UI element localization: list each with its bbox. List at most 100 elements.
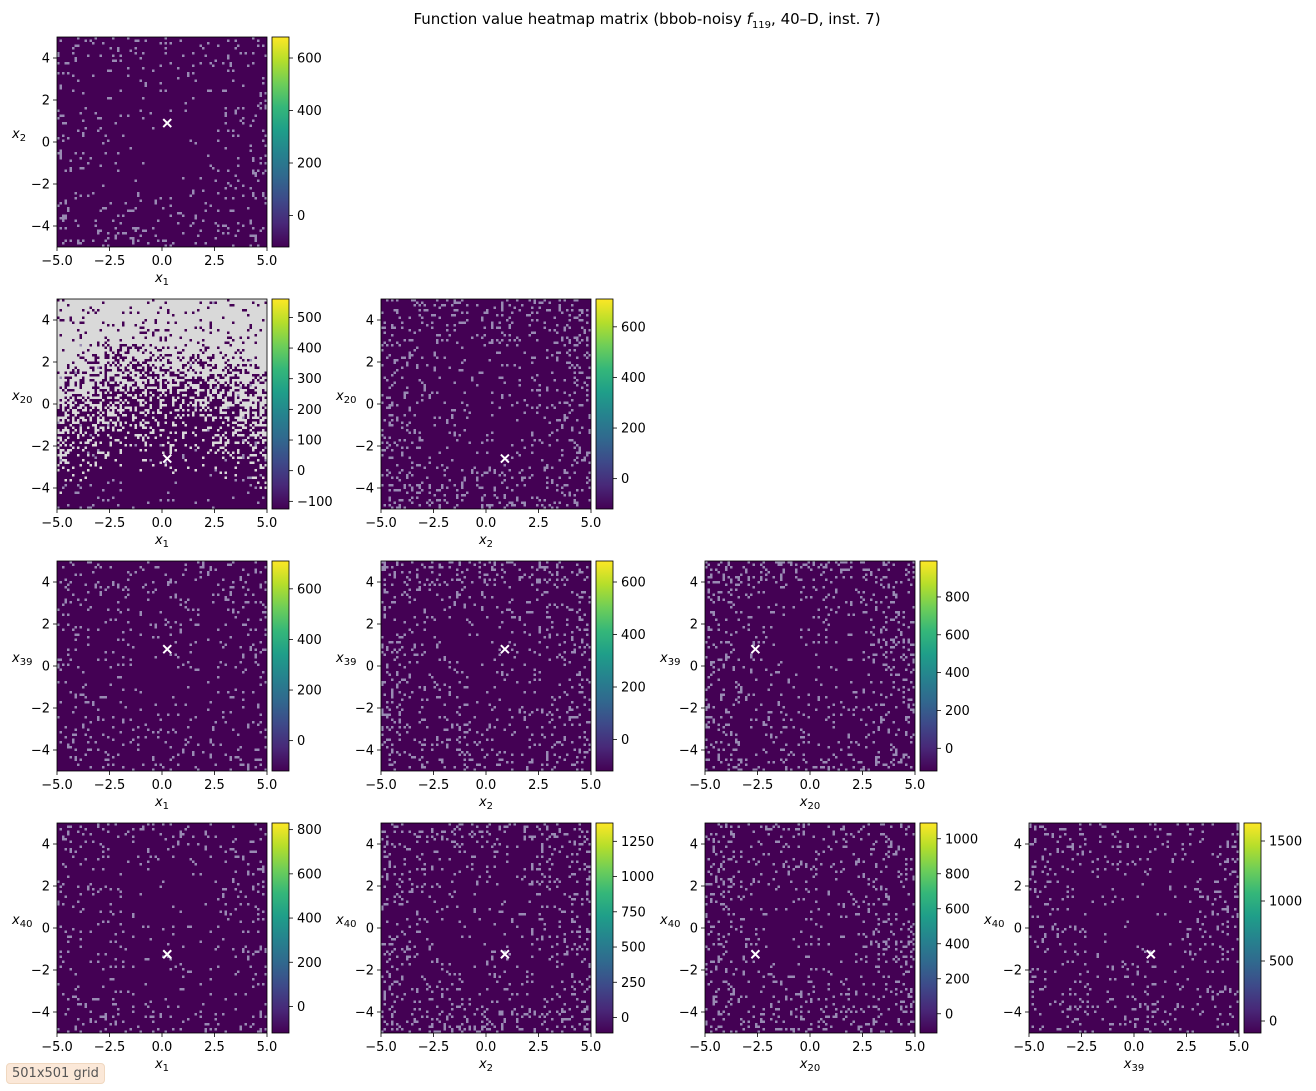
x-tick-label: −5.0 — [365, 778, 397, 793]
heatmap-field — [1029, 823, 1239, 1033]
x-tick-label: −5.0 — [41, 1040, 73, 1055]
x-tick-label: 5.0 — [1229, 1040, 1250, 1055]
colorbar-tick-label: 600 — [621, 576, 646, 591]
heatmap-noise-cells — [57, 823, 267, 1033]
x-tick-label: 5.0 — [257, 516, 278, 531]
x-tick-label: 0.0 — [800, 1040, 821, 1055]
colorbar-tick-label: 200 — [945, 972, 970, 987]
y-tick-label: 0 — [42, 922, 50, 937]
x-tick-label: 5.0 — [581, 778, 602, 793]
x-tick-label: 0.0 — [476, 1040, 497, 1055]
colorbar-tick-label: 800 — [297, 823, 322, 838]
heatmap-panel-x20-x40: −5.0 −2.5 0.0 2.5 5.0 −4 −2 0 2 4 x20 x40 0 200 400 600… — [659, 822, 978, 1074]
y-tick-label: 0 — [690, 660, 698, 675]
y-tick-label: −2 — [1003, 964, 1022, 979]
y-tick-label: 2 — [690, 880, 698, 895]
colorbar-tick-label: 400 — [945, 937, 970, 952]
heatmap-noise-cells — [381, 561, 591, 771]
y-tick-label: 0 — [366, 398, 374, 413]
x-tick-label: −2.5 — [94, 1040, 126, 1055]
optimum-marker — [162, 949, 172, 959]
colorbar-tick-label: 600 — [297, 867, 322, 882]
x-tick-label: −5.0 — [689, 778, 721, 793]
y-tick-label: −2 — [31, 178, 50, 193]
y-tick-label: 2 — [1014, 880, 1022, 895]
x-tick-label: −2.5 — [742, 1040, 774, 1055]
y-tick-label: −4 — [355, 744, 374, 759]
colorbar-tick-label: 1500 — [1269, 835, 1302, 850]
x-tick-label: −2.5 — [1066, 1040, 1098, 1055]
colorbar-tick-label: 400 — [621, 371, 646, 386]
colorbar-tick-label: 0 — [297, 209, 305, 224]
heatmap-noise-cells — [57, 37, 267, 247]
y-axis-label: x39 — [11, 651, 32, 668]
optimum-marker — [500, 453, 510, 464]
x-tick-label: 2.5 — [852, 1040, 873, 1055]
y-tick-label: 0 — [366, 922, 374, 937]
y-tick-label: 2 — [42, 618, 50, 633]
colorbar-tick-label: 200 — [297, 956, 322, 971]
colorbar-tick-label: 0 — [621, 472, 629, 487]
colorbar-tick-label: 500 — [1269, 955, 1294, 970]
y-tick-label: −4 — [679, 744, 698, 759]
colorbar-tick-label: 1000 — [1269, 895, 1302, 910]
colorbar-tick-label: 0 — [1269, 1015, 1277, 1030]
heatmap-panel-x2-x40: −5.0 −2.5 0.0 2.5 5.0 −4 −2 0 2 4 x2 x40 0 250 500 750 1… — [335, 822, 654, 1074]
y-tick-label: −2 — [679, 702, 698, 717]
y-axis-label: x40 — [659, 913, 680, 930]
y-tick-label: −4 — [355, 1006, 374, 1021]
y-tick-label: 2 — [42, 880, 50, 895]
heatmap-field — [57, 37, 267, 247]
y-tick-label: −2 — [355, 440, 374, 455]
x-tick-label: 2.5 — [528, 516, 549, 531]
y-tick-label: 4 — [42, 52, 50, 67]
colorbar-tick-label: 0 — [297, 734, 305, 749]
y-tick-label: −4 — [355, 482, 374, 497]
colorbar: 0 200 400 600 — [271, 560, 322, 772]
x-tick-label: 0.0 — [152, 516, 173, 531]
x-axis-label: x2 — [478, 533, 493, 550]
y-tick-label: 0 — [690, 922, 698, 937]
x-tick-label: 5.0 — [257, 778, 278, 793]
optimum-marker — [750, 644, 761, 654]
x-tick-label: −2.5 — [94, 254, 126, 269]
y-tick-label: 0 — [42, 398, 50, 413]
x-tick-label: −2.5 — [418, 778, 450, 793]
y-tick-label: 4 — [42, 838, 50, 853]
y-tick-label: −2 — [679, 964, 698, 979]
panel-grid: −5.0 −2.5 0.0 2.5 5.0−4−2024x1x20200400600−5… — [11, 36, 1302, 1074]
heatmap-panel-x2-x39: −5.0 −2.5 0.0 2.5 5.0 −4 −2 0 2 4 x2 x39 0 200 400 600 — [335, 560, 646, 812]
y-axis-label: x40 — [983, 913, 1004, 930]
colorbar-tick-label: 0 — [621, 733, 629, 748]
colorbar: 0 200 400 600 800 1000 — [919, 822, 978, 1034]
y-tick-label: 4 — [366, 314, 374, 329]
heatmap-noise-cells — [57, 561, 267, 771]
y-tick-label: 2 — [366, 880, 374, 895]
x-tick-label: 2.5 — [204, 778, 225, 793]
heatmap-noise-cells — [57, 299, 267, 509]
y-tick-label: −2 — [355, 964, 374, 979]
x-tick-label: 0.0 — [476, 778, 497, 793]
x-tick-label: −2.5 — [418, 516, 450, 531]
x-tick-label: 0.0 — [152, 1040, 173, 1055]
colorbar-tick-label: 750 — [621, 905, 646, 920]
y-tick-label: 4 — [366, 838, 374, 853]
optimum-marker — [162, 453, 172, 464]
colorbar: 0 200 400 600 — [595, 298, 646, 510]
colorbar-tick-label: 0 — [945, 742, 953, 757]
colorbar-tick-label: 1250 — [621, 835, 654, 850]
x-tick-label: −2.5 — [742, 778, 774, 793]
x-tick-label: −5.0 — [689, 1040, 721, 1055]
y-tick-label: 2 — [42, 356, 50, 371]
x-tick-label: 0.0 — [152, 778, 173, 793]
colorbar: 0 250 500 750 1000 1250 — [595, 822, 654, 1034]
y-tick-label: −2 — [31, 702, 50, 717]
colorbar-tick-label: 800 — [945, 867, 970, 882]
x-tick-label: 5.0 — [581, 516, 602, 531]
colorbar-tick-label: 400 — [297, 912, 322, 927]
x-tick-label: −5.0 — [1013, 1040, 1045, 1055]
heatmap-panel-x1-x39: −5.0 −2.5 0.0 2.5 5.0 −4 −2 0 2 4 x1 x39 0 200 400 600 — [11, 560, 322, 812]
heatmap-panel-x2-x20: −5.0 −2.5 0.0 2.5 5.0 −4 −2 0 2 4 x2 x20 0 200 400 600 — [335, 298, 646, 550]
colorbar-tick-label: 400 — [297, 633, 322, 648]
x-axis-label: x1 — [154, 533, 169, 550]
